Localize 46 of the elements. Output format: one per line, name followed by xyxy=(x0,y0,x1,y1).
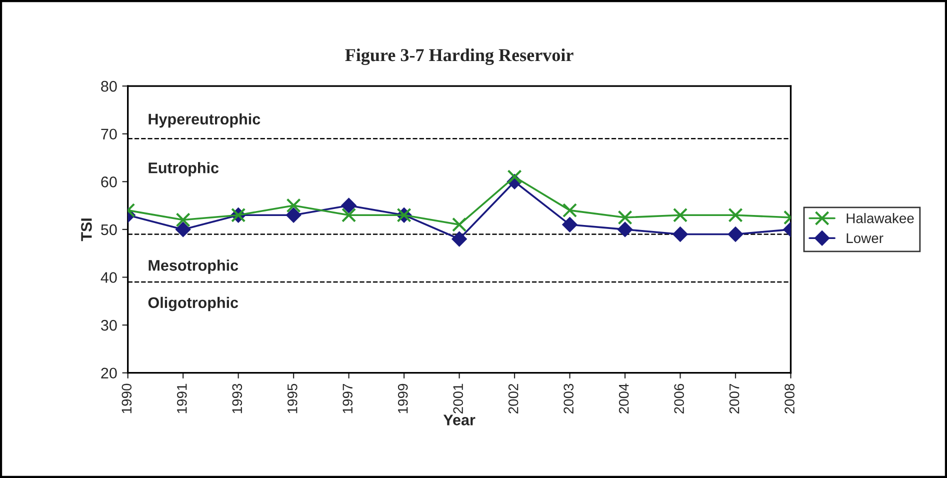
x-tick-label: 2006 xyxy=(674,384,684,414)
x-tick-label: 1997 xyxy=(342,384,353,414)
y-tick-label: 60 xyxy=(101,176,117,188)
y-tick-label: 70 xyxy=(101,128,117,140)
point xyxy=(672,226,688,242)
x-axis-title: Year xyxy=(443,414,476,426)
y-axis-title: TSI xyxy=(81,218,92,242)
y-tick-label: 80 xyxy=(101,80,117,92)
x-tick-label: 1990 xyxy=(122,384,132,414)
x-tick-label: 1993 xyxy=(232,384,242,414)
point xyxy=(286,207,302,223)
point xyxy=(452,217,467,232)
point xyxy=(618,210,632,225)
x-tick-label: 2001 xyxy=(453,384,464,414)
y-tick-label: 40 xyxy=(100,272,117,283)
x-tick-label: 2004 xyxy=(618,384,629,414)
annotation: Oligotrophic xyxy=(148,296,238,312)
x-tick-label: 1999 xyxy=(398,384,408,414)
annotation: Hypereutrophic xyxy=(148,113,260,128)
point xyxy=(562,216,578,233)
point xyxy=(617,222,633,238)
point xyxy=(728,226,744,242)
x-tick-label: 2002 xyxy=(508,384,518,414)
point xyxy=(175,222,191,238)
point xyxy=(342,208,356,222)
point xyxy=(507,170,522,184)
point xyxy=(176,212,190,228)
x-tick-label: 2008 xyxy=(784,384,794,414)
x-tick-label: 2007 xyxy=(729,384,740,414)
chart-title: Figure 3-7 Harding Reservoir xyxy=(345,48,574,66)
y-tick-label: 50 xyxy=(101,224,117,236)
annotation: Mesotrophic xyxy=(148,260,238,274)
point xyxy=(451,231,468,247)
point xyxy=(562,203,578,218)
x-tick-label: 2003 xyxy=(564,384,574,414)
point xyxy=(286,198,301,213)
legend-label: Lower xyxy=(846,233,884,244)
annotation: Eutrophic xyxy=(148,162,219,176)
point xyxy=(340,198,357,214)
point xyxy=(672,208,688,222)
legend-label: Halawakee xyxy=(846,213,914,224)
x-tick-label: 1995 xyxy=(287,384,298,414)
y-tick-label: 30 xyxy=(101,320,117,331)
y-tick-label: 20 xyxy=(101,368,117,379)
x-tick-label: 1991 xyxy=(176,384,187,414)
point xyxy=(728,208,743,222)
